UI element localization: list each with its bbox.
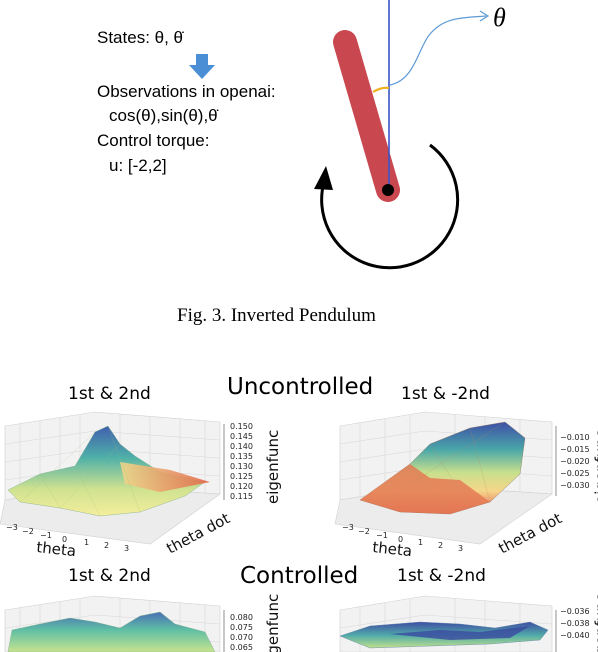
theta-pointer	[389, 15, 487, 86]
x-axis-label: theta	[36, 538, 77, 560]
plot-title-uncontrolled-right: 1st & -2nd	[401, 384, 490, 404]
z-tick: 0.065	[230, 643, 253, 652]
pivot-point	[382, 184, 394, 196]
x-tick: −3	[342, 523, 354, 532]
pendulum-rod	[333, 30, 400, 202]
x-tick: −1	[40, 531, 52, 540]
x-tick: −1	[376, 531, 388, 540]
z-tick: −0.030	[560, 481, 590, 490]
x-tick: 3	[124, 544, 129, 553]
figure-caption: Fig. 3. Inverted Pendulum	[177, 305, 376, 326]
surface-plot-controlled-left: 0.080 0.075 0.070 0.065 eigenfunc	[4, 594, 282, 652]
uncontrolled-title: Uncontrolled	[227, 374, 374, 400]
observation-values: cos(θ),sin(θ),θ̇	[109, 106, 218, 125]
z-tick: 0.145	[230, 432, 253, 441]
torque-arc	[320, 143, 460, 270]
surface-plot-uncontrolled-right: −0.010 −0.015 −0.020 −0.025 −0.030 eigen…	[334, 411, 598, 560]
plot-title-controlled-right: 1st & -2nd	[397, 566, 486, 586]
z-axis-label: eigenfunc	[264, 594, 282, 652]
theta-label: θ	[493, 3, 506, 32]
z-tick: −0.025	[560, 469, 590, 478]
plot-title-controlled-left: 1st & 2nd	[68, 566, 151, 586]
x-tick: −2	[358, 527, 370, 536]
angle-arc	[372, 86, 390, 93]
z-tick: −0.038	[560, 619, 590, 628]
x-tick: 2	[104, 541, 109, 550]
states-text: States: θ, θ̇	[97, 28, 183, 47]
x-tick: 3	[458, 544, 463, 553]
observations-text: Observations in openai:	[97, 82, 276, 101]
surface-plot-uncontrolled-left: 0.150 0.145 0.140 0.135 0.130 0.125 0.12…	[0, 411, 282, 560]
torque-arrowhead	[314, 166, 333, 190]
surface-plot-controlled-right: −0.036 −0.038 −0.040 eigenfunc	[339, 594, 598, 652]
x-tick: −3	[6, 523, 18, 532]
control-range: u: [-2,2]	[109, 156, 167, 175]
x-tick: 2	[438, 541, 443, 550]
z-tick: −0.020	[560, 457, 590, 466]
pendulum-diagram	[314, 0, 490, 270]
down-arrow-icon	[189, 54, 215, 79]
x-tick: 1	[418, 538, 423, 547]
x-tick: −2	[22, 527, 34, 536]
z-axis-label: eigenfunc	[592, 430, 598, 504]
z-tick: 0.080	[230, 613, 253, 622]
z-tick: 0.130	[230, 462, 253, 471]
z-axis-label: eigenfunc	[592, 594, 598, 652]
z-tick: −0.015	[560, 445, 590, 454]
x-tick: 0	[398, 535, 403, 544]
z-tick: −0.036	[560, 607, 590, 616]
z-tick: 0.135	[230, 452, 253, 461]
z-tick: 0.070	[230, 633, 253, 642]
control-torque-text: Control torque:	[97, 131, 210, 150]
theta-arrowhead	[479, 10, 490, 22]
x-tick: 0	[62, 535, 67, 544]
z-tick: 0.075	[230, 623, 253, 632]
z-tick: 0.140	[230, 442, 253, 451]
x-axis-label: theta	[372, 538, 413, 560]
z-tick: −0.010	[560, 433, 590, 442]
z-tick: 0.150	[230, 422, 253, 431]
z-tick: 0.125	[230, 472, 253, 481]
z-tick: −0.040	[560, 631, 590, 640]
x-tick: 1	[84, 538, 89, 547]
controlled-title: Controlled	[240, 563, 359, 589]
plot-title-uncontrolled-left: 1st & 2nd	[68, 384, 151, 404]
z-tick: 0.115	[230, 492, 253, 501]
z-axis-label: eigenfunc	[264, 430, 282, 504]
z-tick: 0.120	[230, 482, 253, 491]
